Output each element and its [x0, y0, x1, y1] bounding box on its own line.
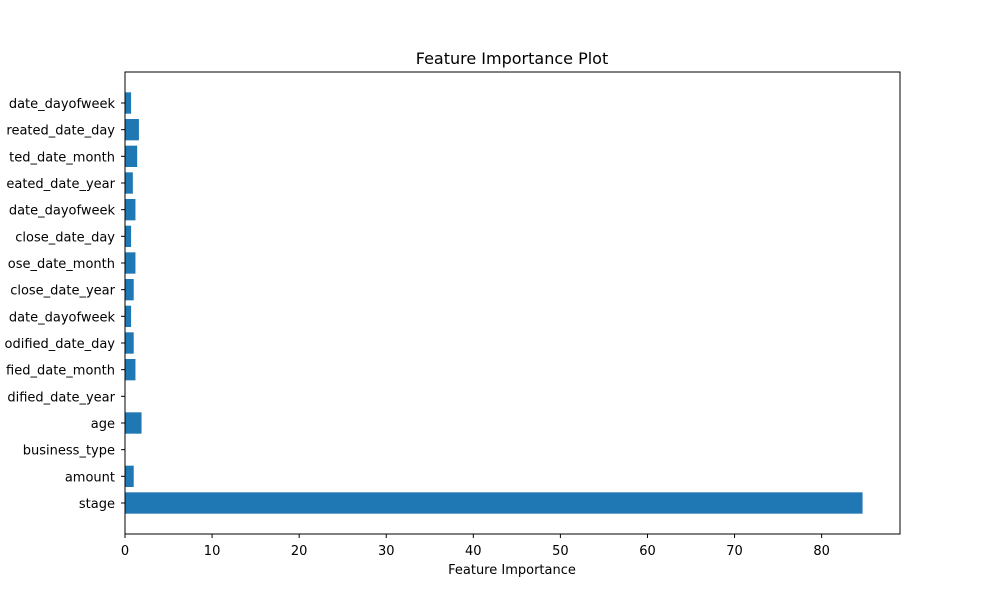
y-tick-label: date_dayofweek	[9, 97, 116, 112]
y-tick-label: amount	[65, 470, 115, 485]
bar-5	[125, 359, 136, 381]
x-tick-label: 30	[378, 544, 395, 559]
y-tick-label: close_date_day	[15, 230, 115, 245]
bar-13	[125, 145, 138, 167]
y-tick-label: fied_date_month	[6, 364, 115, 379]
bar-9	[125, 252, 136, 274]
y-axis-ticks: stage amount business_type age dified_date_y…	[5, 97, 125, 512]
bars-group	[125, 92, 863, 514]
bar-3	[125, 412, 142, 434]
x-tick-label: 70	[726, 544, 743, 559]
chart-title: Feature Importance Plot	[416, 49, 608, 68]
y-tick-label: close_date_year	[10, 284, 115, 299]
y-tick-label: stage	[79, 497, 115, 512]
y-tick-label: ose_date_month	[8, 257, 115, 272]
bar-12	[125, 172, 133, 194]
bar-11	[125, 199, 136, 221]
bar-8	[125, 279, 134, 301]
x-tick-label: 80	[813, 544, 830, 559]
y-tick-label: age	[91, 417, 115, 432]
x-tick-label: 0	[121, 544, 129, 559]
bar-0	[125, 492, 863, 514]
y-tick-label: odified_date_day	[5, 337, 116, 352]
y-tick-label: ted_date_month	[9, 150, 115, 165]
x-tick-label: 20	[291, 544, 308, 559]
y-tick-label: eated_date_year	[6, 177, 115, 192]
bar-1	[125, 465, 134, 487]
y-tick-label: date_dayofweek	[9, 310, 116, 325]
bar-7	[125, 305, 132, 327]
y-tick-label: reated_date_day	[6, 124, 115, 139]
x-tick-label: 10	[204, 544, 221, 559]
y-tick-label: dified_date_year	[7, 390, 115, 405]
x-tick-label: 50	[552, 544, 569, 559]
y-tick-label: date_dayofweek	[9, 204, 116, 219]
bar-6	[125, 332, 134, 354]
bar-15	[125, 92, 132, 114]
bar-10	[125, 225, 132, 247]
bar-14	[125, 119, 139, 141]
x-tick-label: 40	[465, 544, 482, 559]
x-tick-label: 60	[639, 544, 656, 559]
plot-frame	[124, 71, 901, 535]
x-axis-label: Feature Importance	[448, 563, 576, 578]
x-axis-ticks: 0 10 20 30 40 50 60 70 80	[121, 534, 830, 559]
y-tick-label: business_type	[23, 444, 115, 459]
